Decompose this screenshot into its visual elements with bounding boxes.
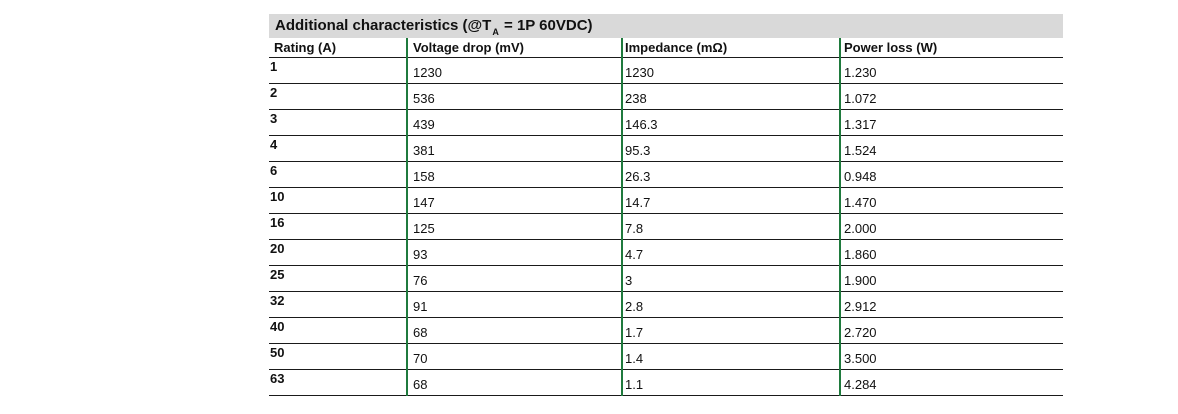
power-loss-cell: 1.470 (844, 195, 877, 210)
table-row: 1 1230 1230 1.230 (269, 58, 1063, 84)
rating-cell: 10 (270, 189, 285, 204)
voltage-drop-cell: 70 (413, 351, 428, 366)
impedance-cell: 2.8 (625, 299, 644, 314)
column-header-impedance: Impedance (mΩ) (625, 40, 728, 55)
power-loss-cell: 2.000 (844, 221, 877, 236)
power-loss-cell: 1.072 (844, 91, 877, 106)
power-loss-cell: 1.860 (844, 247, 877, 262)
voltage-drop-cell: 91 (413, 299, 428, 314)
rating-cell: 32 (270, 293, 285, 308)
impedance-cell: 238 (625, 91, 647, 106)
table-row: 6 158 26.3 0.948 (269, 162, 1063, 188)
table-row: 16 125 7.8 2.000 (269, 214, 1063, 240)
impedance-cell: 1230 (625, 65, 654, 80)
table-row: 40 68 1.7 2.720 (269, 318, 1063, 344)
impedance-cell: 1.4 (625, 351, 644, 366)
power-loss-cell: 1.900 (844, 273, 877, 288)
column-header-power-loss: Power loss (W) (844, 40, 938, 55)
voltage-drop-cell: 381 (413, 143, 435, 158)
rating-cell: 1 (270, 59, 278, 74)
table-title: Additional characteristics (@TA = 1P 60V… (269, 14, 1063, 38)
power-loss-cell: 2.912 (844, 299, 877, 314)
rating-cell: 50 (270, 345, 285, 360)
voltage-drop-cell: 536 (413, 91, 435, 106)
power-loss-cell: 1.230 (844, 65, 877, 80)
impedance-cell: 95.3 (625, 143, 651, 158)
power-loss-cell: 2.720 (844, 325, 877, 340)
power-loss-cell: 1.524 (844, 143, 877, 158)
rating-cell: 25 (270, 267, 285, 282)
power-loss-cell: 3.500 (844, 351, 877, 366)
table-grid: Rating (A) Voltage drop (mV) Impedance (… (269, 38, 1063, 396)
table-row: 10 147 14.7 1.470 (269, 188, 1063, 214)
table-title-prefix: Additional characteristics (@T (275, 17, 492, 34)
table-row: 50 70 1.4 3.500 (269, 344, 1063, 370)
table-body: 1 1230 1230 1.230 2 536 238 1.072 3 439 146.3 1.317… (269, 58, 1063, 396)
rating-cell: 2 (270, 85, 278, 100)
voltage-drop-cell: 439 (413, 117, 435, 132)
impedance-cell: 146.3 (625, 117, 658, 132)
impedance-cell: 1.7 (625, 325, 644, 340)
voltage-drop-cell: 147 (413, 195, 435, 210)
table-title-suffix: = 1P 60VDC) (499, 17, 593, 34)
power-loss-cell: 0.948 (844, 169, 877, 184)
rating-cell: 16 (270, 215, 285, 230)
voltage-drop-cell: 76 (413, 273, 428, 288)
voltage-drop-cell: 93 (413, 247, 428, 262)
voltage-drop-cell: 68 (413, 377, 428, 392)
impedance-cell: 26.3 (625, 169, 651, 184)
column-divider (621, 38, 623, 396)
voltage-drop-cell: 1230 (413, 65, 442, 80)
impedance-cell: 1.1 (625, 377, 644, 392)
table-title-subscript: A (492, 27, 499, 37)
table-row: 25 76 3 1.900 (269, 266, 1063, 292)
table-row: 63 68 1.1 4.284 (269, 370, 1063, 396)
rating-cell: 63 (270, 371, 285, 386)
table-header-row: Rating (A) Voltage drop (mV) Impedance (… (269, 38, 1063, 58)
impedance-cell: 7.8 (625, 221, 644, 236)
voltage-drop-cell: 125 (413, 221, 435, 236)
table-row: 3 439 146.3 1.317 (269, 110, 1063, 136)
rating-cell: 40 (270, 319, 285, 334)
voltage-drop-cell: 68 (413, 325, 428, 340)
power-loss-cell: 1.317 (844, 117, 877, 132)
impedance-cell: 4.7 (625, 247, 644, 262)
column-divider (839, 38, 841, 396)
characteristics-table: Additional characteristics (@TA = 1P 60V… (269, 14, 1063, 396)
power-loss-cell: 4.284 (844, 377, 877, 392)
column-divider (406, 38, 408, 396)
voltage-drop-cell: 158 (413, 169, 435, 184)
table-row: 20 93 4.7 1.860 (269, 240, 1063, 266)
rating-cell: 3 (270, 111, 278, 126)
table-row: 4 381 95.3 1.524 (269, 136, 1063, 162)
rating-cell: 20 (270, 241, 285, 256)
table-row: 2 536 238 1.072 (269, 84, 1063, 110)
column-header-voltage-drop: Voltage drop (mV) (413, 40, 524, 55)
rating-cell: 6 (270, 163, 278, 178)
table-row: 32 91 2.8 2.912 (269, 292, 1063, 318)
column-header-rating: Rating (A) (274, 40, 337, 55)
impedance-cell: 3 (625, 273, 633, 288)
impedance-cell: 14.7 (625, 195, 651, 210)
rating-cell: 4 (270, 137, 278, 152)
